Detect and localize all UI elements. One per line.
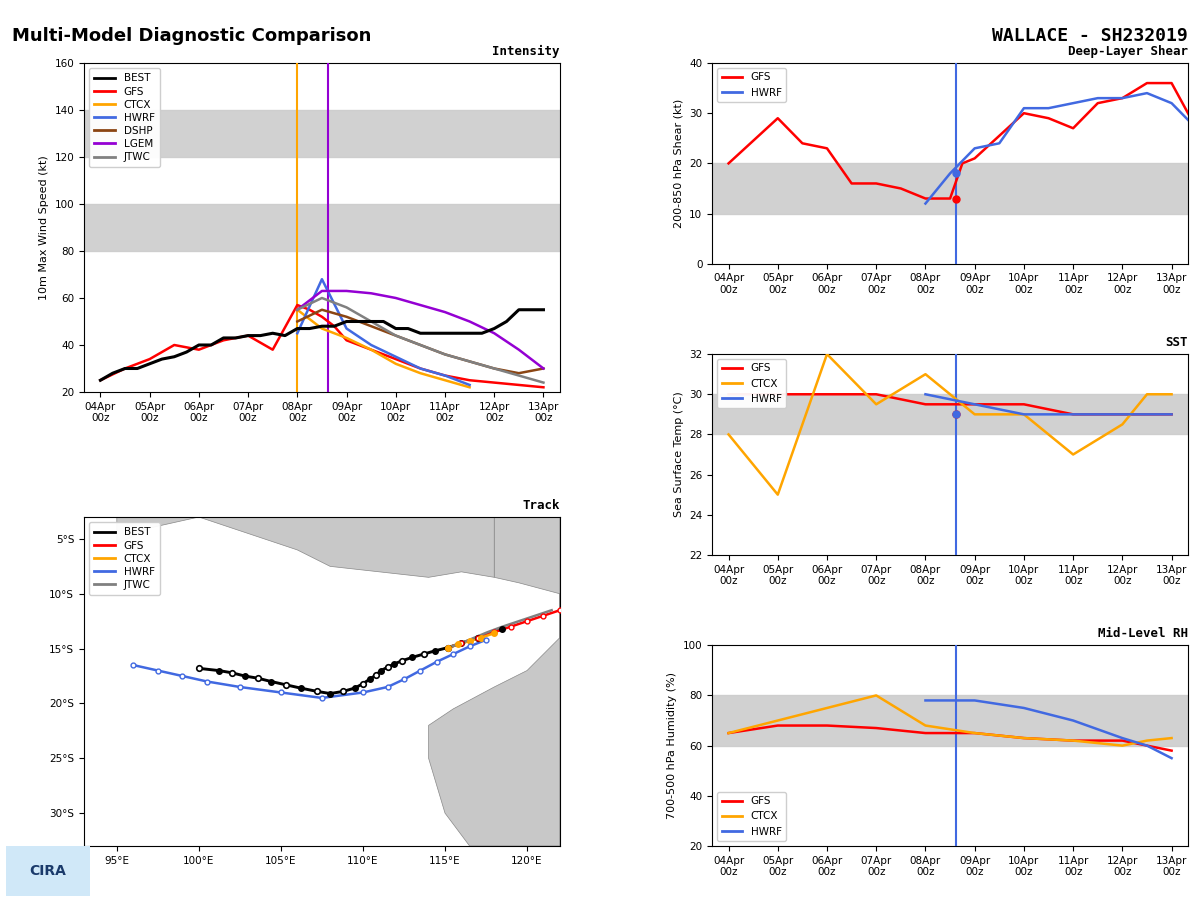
Text: Intensity: Intensity (492, 45, 560, 58)
Legend: GFS, CTCX, HWRF: GFS, CTCX, HWRF (718, 359, 786, 408)
Y-axis label: 10m Max Wind Speed (kt): 10m Max Wind Speed (kt) (38, 155, 49, 300)
Legend: BEST, GFS, CTCX, HWRF, JTWC: BEST, GFS, CTCX, HWRF, JTWC (89, 522, 160, 595)
Legend: GFS, HWRF: GFS, HWRF (718, 68, 786, 102)
Text: Track: Track (522, 499, 560, 512)
Bar (712, 394, 1188, 435)
Text: CIRA: CIRA (30, 864, 66, 878)
Text: Multi-Model Diagnostic Comparison: Multi-Model Diagnostic Comparison (12, 27, 371, 45)
Y-axis label: 200-850 hPa Shear (kt): 200-850 hPa Shear (kt) (673, 99, 684, 228)
Y-axis label: 700-500 hPa Humidity (%): 700-500 hPa Humidity (%) (667, 672, 677, 819)
Polygon shape (116, 517, 199, 544)
Legend: GFS, CTCX, HWRF: GFS, CTCX, HWRF (718, 792, 786, 841)
Polygon shape (199, 517, 494, 577)
Polygon shape (428, 517, 560, 846)
Bar (84, 204, 560, 251)
Text: SST: SST (1165, 336, 1188, 349)
Text: WALLACE - SH232019: WALLACE - SH232019 (992, 27, 1188, 45)
Y-axis label: Sea Surface Temp (°C): Sea Surface Temp (°C) (673, 392, 684, 518)
Legend: BEST, GFS, CTCX, HWRF, DSHP, LGEM, JTWC: BEST, GFS, CTCX, HWRF, DSHP, LGEM, JTWC (89, 68, 160, 167)
Bar (712, 696, 1188, 745)
Bar (84, 110, 560, 157)
Text: Deep-Layer Shear: Deep-Layer Shear (1068, 45, 1188, 58)
Bar (712, 164, 1188, 213)
Text: Mid-Level RH: Mid-Level RH (1098, 627, 1188, 640)
